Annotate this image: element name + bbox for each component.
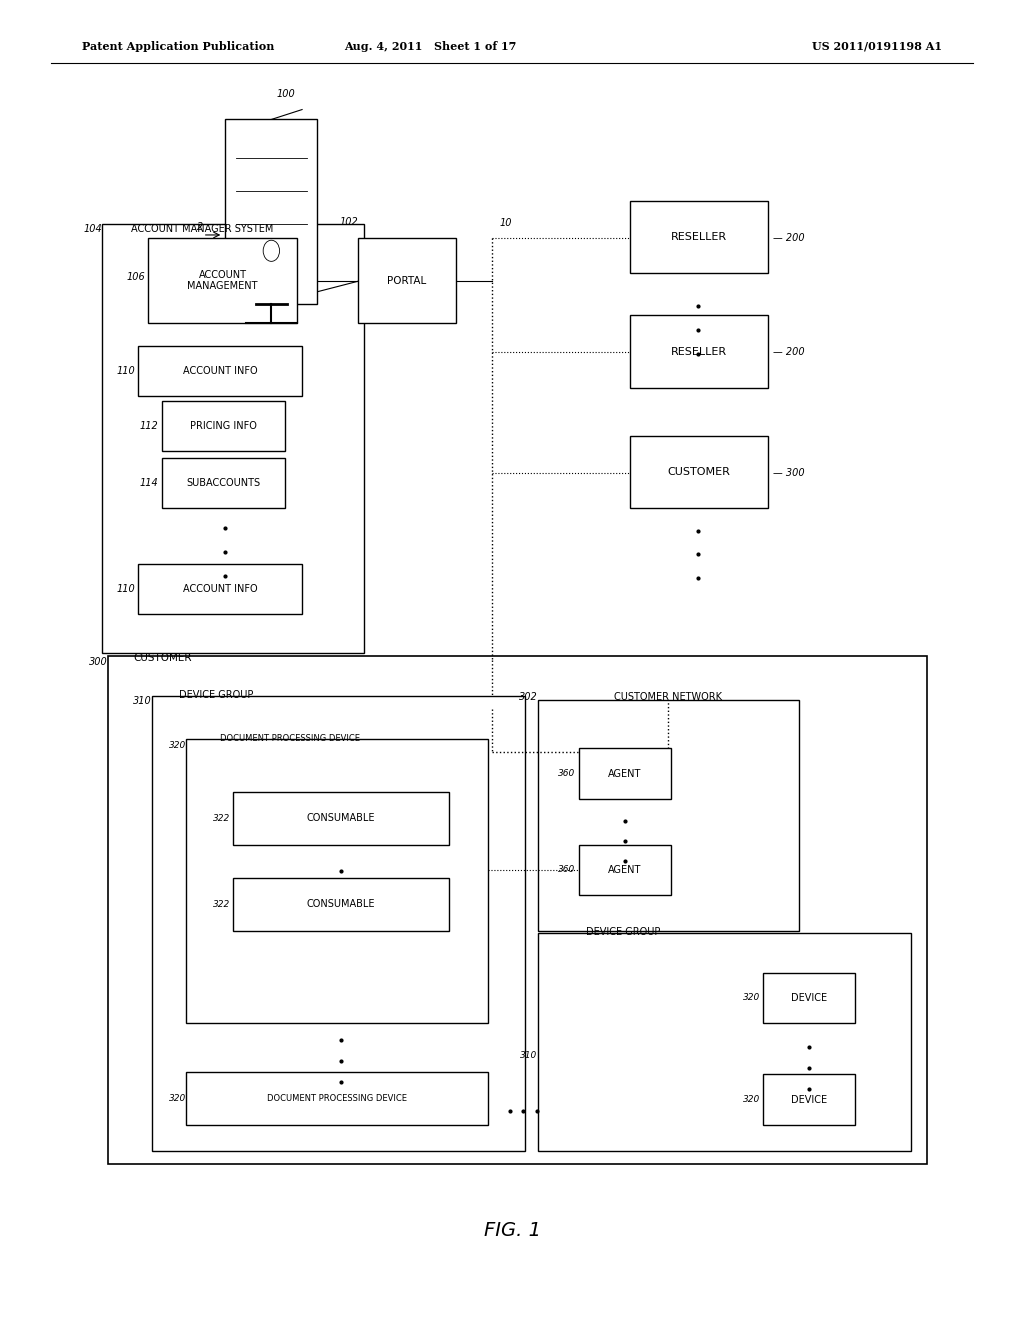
FancyBboxPatch shape <box>233 878 449 931</box>
Text: RESELLER: RESELLER <box>671 347 727 356</box>
Text: CUSTOMER: CUSTOMER <box>133 652 191 663</box>
FancyBboxPatch shape <box>358 238 456 323</box>
Text: CONSUMABLE: CONSUMABLE <box>307 899 375 909</box>
Text: 114: 114 <box>140 478 159 488</box>
Text: 112: 112 <box>140 421 159 432</box>
Text: SUBACCOUNTS: SUBACCOUNTS <box>186 478 260 488</box>
Text: 320: 320 <box>742 1096 760 1104</box>
Text: 110: 110 <box>117 366 135 376</box>
FancyBboxPatch shape <box>233 792 449 845</box>
Text: AGENT: AGENT <box>608 865 641 875</box>
FancyBboxPatch shape <box>138 346 302 396</box>
Text: 110: 110 <box>117 583 135 594</box>
Text: 360: 360 <box>558 770 575 777</box>
Text: ACCOUNT
MANAGEMENT: ACCOUNT MANAGEMENT <box>187 269 258 292</box>
Text: 320: 320 <box>742 994 760 1002</box>
Text: 310: 310 <box>133 696 152 706</box>
FancyBboxPatch shape <box>152 696 525 1151</box>
Text: RESELLER: RESELLER <box>671 232 727 242</box>
Text: DOCUMENT PROCESSING DEVICE: DOCUMENT PROCESSING DEVICE <box>267 1094 408 1102</box>
FancyBboxPatch shape <box>763 1074 855 1125</box>
Text: CUSTOMER NETWORK: CUSTOMER NETWORK <box>613 692 722 702</box>
Text: 322: 322 <box>213 814 230 822</box>
FancyBboxPatch shape <box>186 1072 488 1125</box>
Text: 106: 106 <box>127 272 145 282</box>
FancyBboxPatch shape <box>630 201 768 273</box>
Text: 320: 320 <box>169 1094 186 1102</box>
Text: DEVICE: DEVICE <box>791 993 827 1003</box>
FancyBboxPatch shape <box>579 748 671 799</box>
Text: DOCUMENT PROCESSING DEVICE: DOCUMENT PROCESSING DEVICE <box>220 734 360 743</box>
Text: — 300: — 300 <box>773 467 805 478</box>
Text: PORTAL: PORTAL <box>387 276 427 285</box>
Text: DEVICE GROUP: DEVICE GROUP <box>179 689 254 700</box>
Text: Patent Application Publication: Patent Application Publication <box>82 41 274 51</box>
Text: PRICING INFO: PRICING INFO <box>189 421 257 432</box>
FancyBboxPatch shape <box>225 119 317 304</box>
Text: Aug. 4, 2011   Sheet 1 of 17: Aug. 4, 2011 Sheet 1 of 17 <box>344 41 516 51</box>
Text: CONSUMABLE: CONSUMABLE <box>307 813 375 824</box>
Text: FIG. 1: FIG. 1 <box>483 1221 541 1239</box>
Text: 360: 360 <box>558 866 575 874</box>
FancyBboxPatch shape <box>138 564 302 614</box>
Text: 104: 104 <box>84 223 102 234</box>
Text: 320: 320 <box>169 741 186 750</box>
FancyBboxPatch shape <box>630 436 768 508</box>
Text: 100: 100 <box>276 88 295 99</box>
FancyBboxPatch shape <box>102 224 364 653</box>
FancyBboxPatch shape <box>538 933 911 1151</box>
Text: CUSTOMER: CUSTOMER <box>668 467 730 477</box>
Text: DEVICE: DEVICE <box>791 1094 827 1105</box>
FancyBboxPatch shape <box>186 739 488 1023</box>
Text: 300: 300 <box>89 656 108 667</box>
Text: US 2011/0191198 A1: US 2011/0191198 A1 <box>812 41 942 51</box>
Text: ACCOUNT INFO: ACCOUNT INFO <box>183 583 257 594</box>
FancyBboxPatch shape <box>162 458 285 508</box>
Text: 310: 310 <box>520 1052 538 1060</box>
Text: DEVICE GROUP: DEVICE GROUP <box>586 927 660 937</box>
FancyBboxPatch shape <box>763 973 855 1023</box>
FancyBboxPatch shape <box>538 700 799 931</box>
FancyBboxPatch shape <box>162 401 285 451</box>
FancyBboxPatch shape <box>108 656 927 1164</box>
Text: AGENT: AGENT <box>608 768 641 779</box>
FancyBboxPatch shape <box>148 238 297 323</box>
Text: 322: 322 <box>213 900 230 908</box>
FancyBboxPatch shape <box>579 845 671 895</box>
Text: ACCOUNT MANAGER SYSTEM: ACCOUNT MANAGER SYSTEM <box>131 223 273 234</box>
Text: 102: 102 <box>340 216 358 227</box>
Text: 302: 302 <box>519 692 538 702</box>
FancyBboxPatch shape <box>630 315 768 388</box>
Text: — 200: — 200 <box>773 232 805 243</box>
Text: — 200: — 200 <box>773 347 805 358</box>
Text: 2: 2 <box>197 222 203 232</box>
Text: ACCOUNT INFO: ACCOUNT INFO <box>183 366 257 376</box>
Text: 10: 10 <box>500 218 512 228</box>
